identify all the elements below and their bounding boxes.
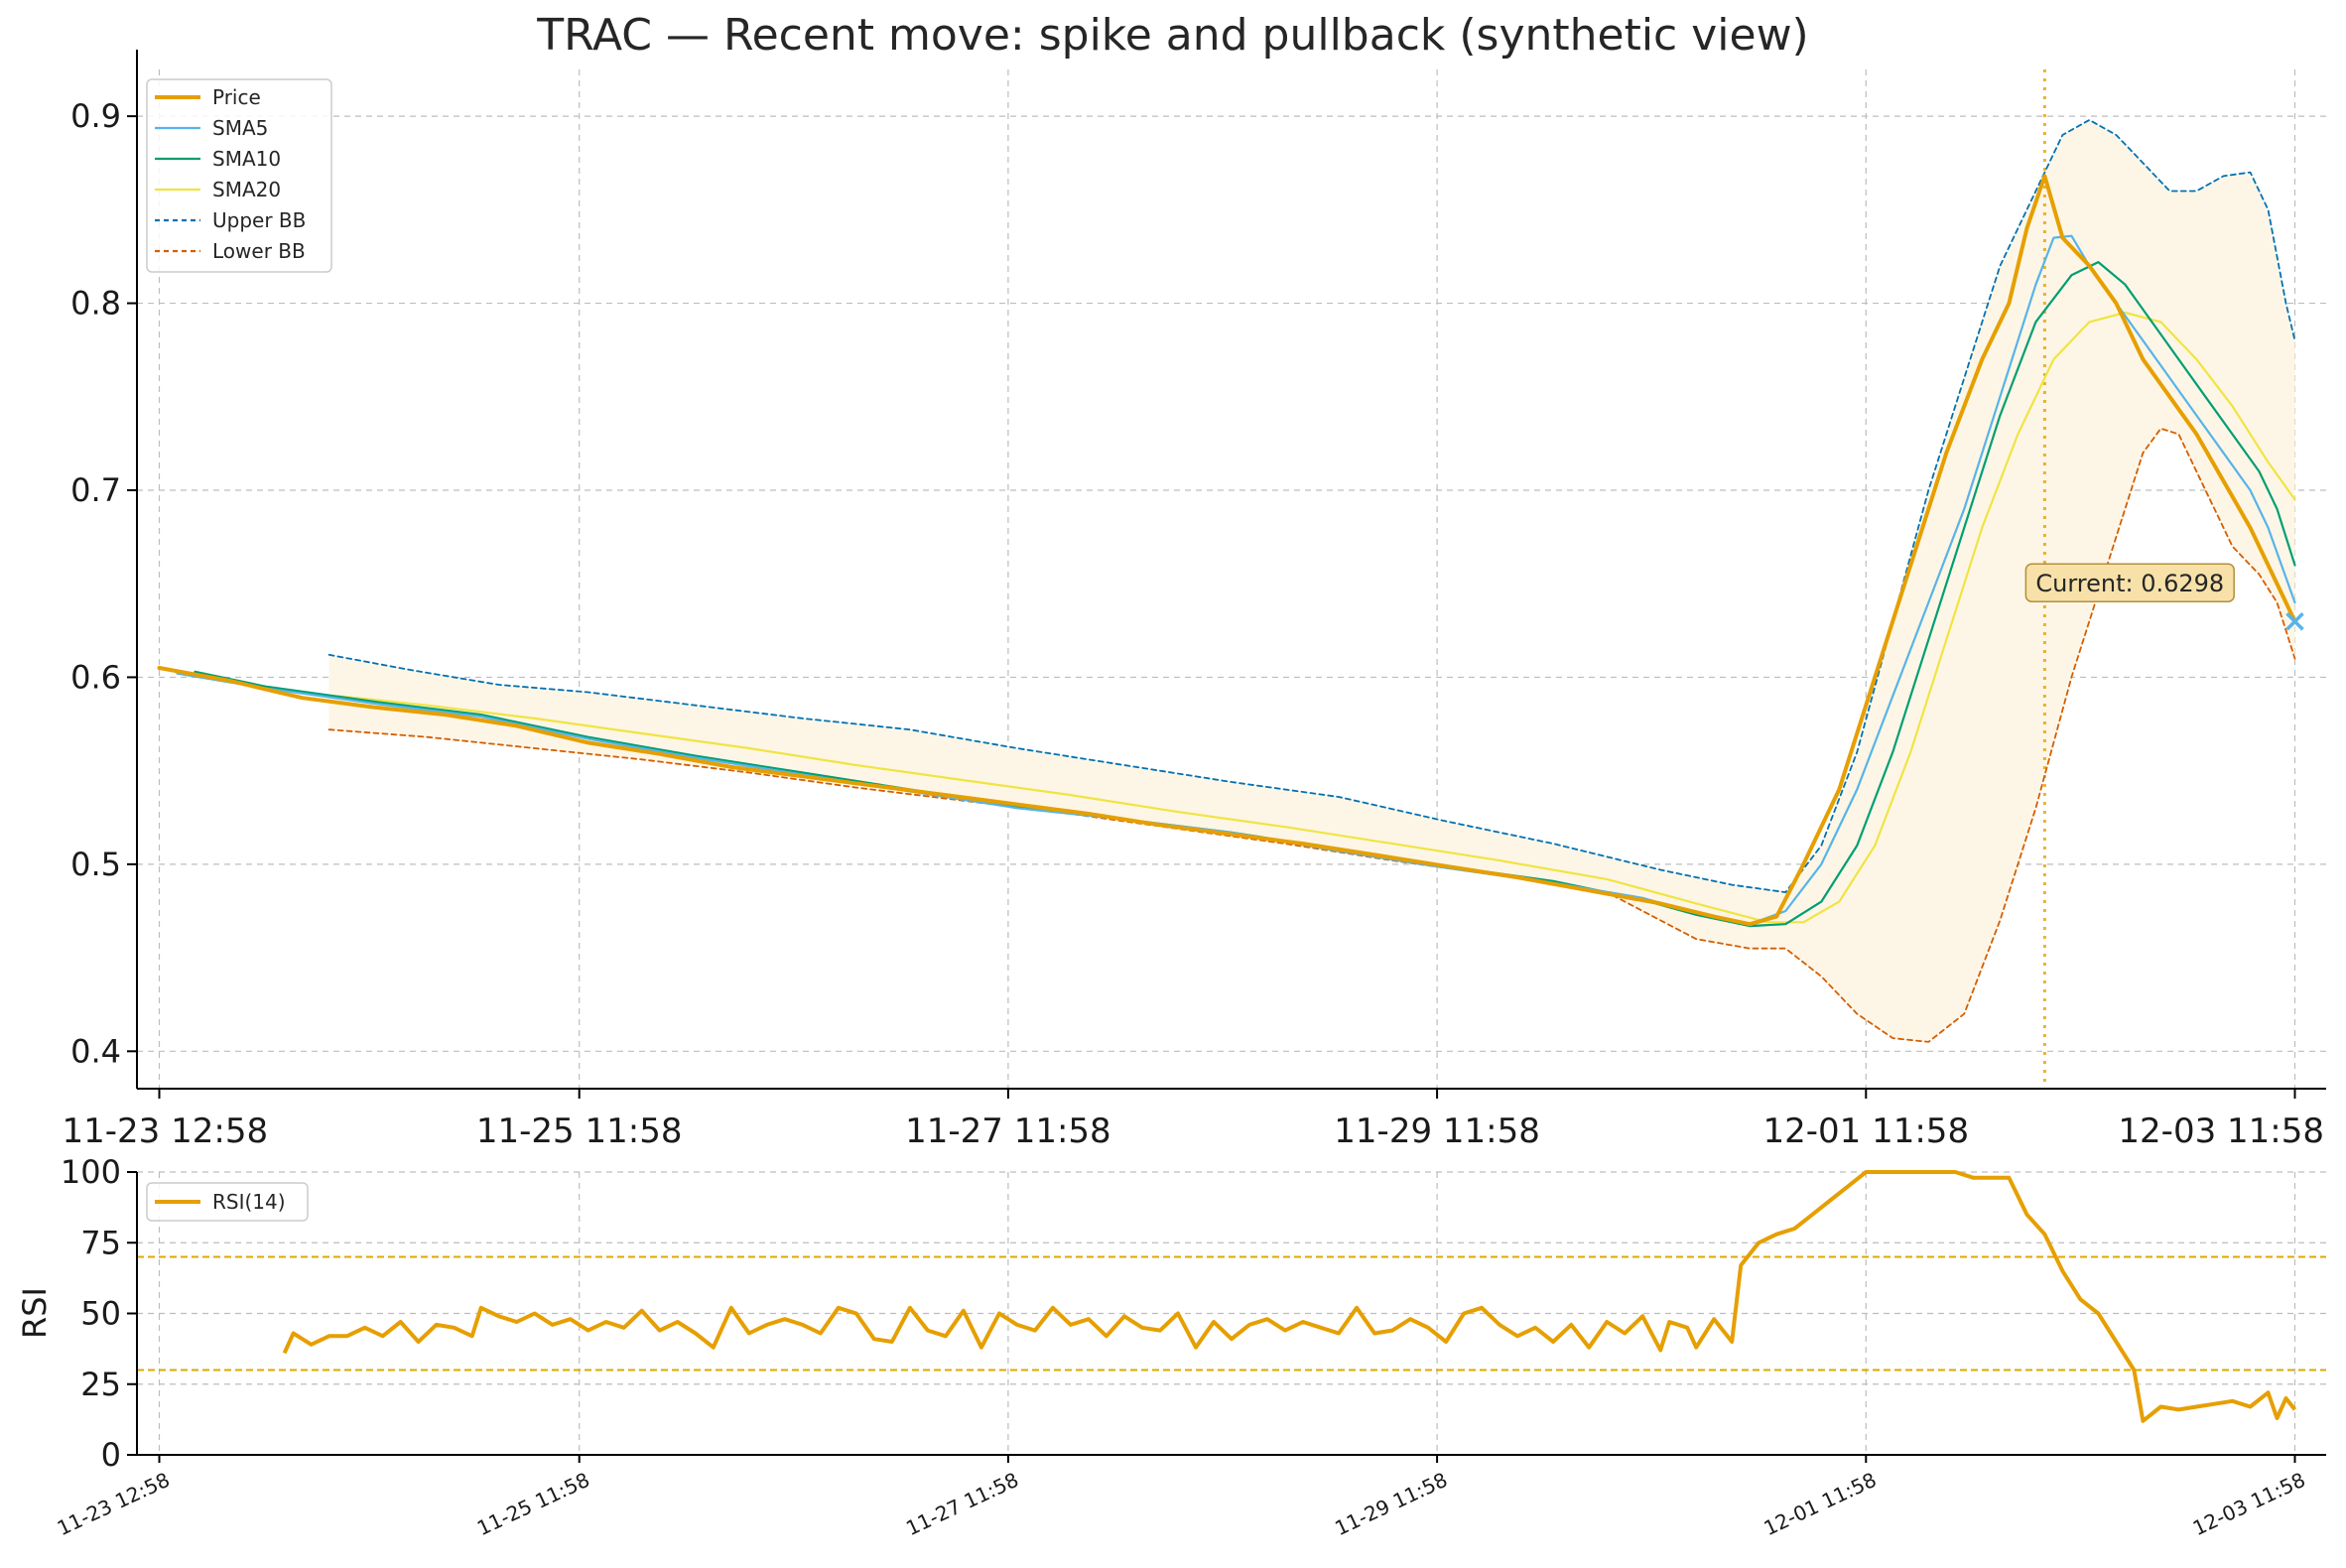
marker-stroke: [2285, 612, 2304, 631]
rsi-y-tick-label: 0: [101, 1436, 121, 1474]
price-y-tick-label: 0.4: [70, 1032, 121, 1070]
rsi-panel: 0 25 50 75 100 11-23 12:58 11-25 11:58 11-27 1…: [16, 1153, 2326, 1540]
rsi-y-ticks: 0 25 50 75 100: [61, 1153, 137, 1474]
current-annotation-label: Current: 0.6298: [2035, 570, 2224, 597]
series-line-price: [157, 174, 2297, 927]
rsi-x-tick-label: 11-23 12:58: [54, 1468, 174, 1540]
legend-label-sma20: SMA20: [212, 178, 281, 201]
legend-label-sma5: SMA5: [212, 116, 268, 140]
price-axes: [136, 50, 2326, 1090]
rsi-x-tick-label: 12-01 11:58: [1760, 1468, 1881, 1540]
price-series-group: [157, 119, 2297, 1043]
rsi-reference-lines: [137, 1255, 2326, 1372]
rsi-y-tick-label: 75: [80, 1224, 121, 1261]
price-legend: Price SMA5 SMA10 SMA20 Upper BB Lower BB: [146, 78, 332, 273]
price-y-tick-label: 0.5: [70, 846, 121, 883]
rsi-y-tick-label: 50: [80, 1295, 121, 1333]
price-x-tick-label: 12-03 11:58: [2118, 1111, 2324, 1151]
rsi-legend: RSI(14): [146, 1182, 309, 1222]
legend-label-lower-bb: Lower BB: [212, 239, 306, 263]
price-legend-entries: Price SMA5 SMA10 SMA20 Upper BB Lower BB: [155, 85, 306, 263]
current-price-marker: [2285, 612, 2304, 631]
price-x-tick-label: 12-01 11:58: [1762, 1111, 1969, 1151]
series-line-sma20: [336, 311, 2296, 924]
series-line-lower-bb: [327, 427, 2296, 1043]
current-annotation: Current: 0.6298: [2024, 563, 2304, 631]
rsi-legend-box: [146, 1182, 309, 1222]
price-x-ticks: 11-23 12:58 11-25 11:58 11-27 11:58 11-29 1…: [63, 1089, 2324, 1151]
price-y-tick-label: 0.7: [70, 471, 121, 509]
rsi-y-tick-label: 100: [61, 1153, 121, 1191]
current-annotation-box: [2024, 563, 2235, 602]
rsi-x-ticks: 11-23 12:58 11-25 11:58 11-27 11:58 11-29 1…: [54, 1455, 2309, 1540]
rsi-series-group: [282, 1170, 2297, 1423]
price-y-ticks: 0.4 0.5 0.6 0.7 0.8 0.9: [70, 97, 137, 1070]
series-line-sma5: [176, 234, 2296, 926]
chart-title: TRAC — Recent move: spike and pullback (…: [536, 10, 1808, 61]
series-line-rsi: [282, 1170, 2297, 1423]
rsi-x-tick-label: 11-29 11:58: [1331, 1468, 1451, 1540]
rsi-axis-label: RSI: [16, 1287, 54, 1339]
bollinger-band-fill: [328, 120, 2295, 1042]
price-x-tick-label: 11-25 11:58: [476, 1111, 683, 1151]
legend-label-upper-bb: Upper BB: [212, 208, 306, 232]
rsi-y-tick-label: 25: [80, 1366, 121, 1403]
series-line-upper-bb: [327, 119, 2296, 893]
rsi-x-tick-label: 11-25 11:58: [473, 1468, 593, 1540]
price-y-tick-label: 0.8: [70, 285, 121, 323]
price-y-tick-label: 0.6: [70, 658, 121, 696]
legend-label-price: Price: [212, 85, 261, 109]
price-grid: [137, 69, 2326, 1089]
rsi-x-tick-label: 11-27 11:58: [902, 1468, 1022, 1540]
rsi-x-tick-label: 12-03 11:58: [2189, 1468, 2309, 1540]
series-line-sma10: [194, 261, 2296, 928]
price-x-tick-label: 11-29 11:58: [1334, 1111, 1540, 1151]
legend-label-sma10: SMA10: [212, 147, 281, 171]
rsi-legend-label: RSI(14): [212, 1190, 286, 1214]
price-panel: 0.4 0.5 0.6 0.7 0.8 0.9 11-23 12:58 11-25 11:5…: [63, 50, 2326, 1151]
price-y-tick-label: 0.9: [70, 97, 121, 135]
price-x-tick-label: 11-23 12:58: [63, 1111, 269, 1151]
price-x-tick-label: 11-27 11:58: [905, 1111, 1111, 1151]
